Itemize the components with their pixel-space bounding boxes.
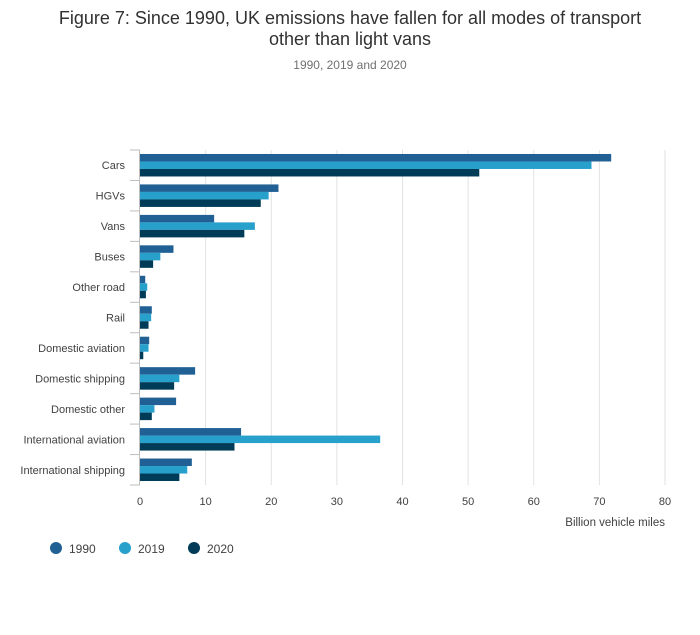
gridlines: [205, 150, 666, 485]
bar-domestic-aviation-1990: [140, 336, 150, 345]
y-tick-label-domestic-other: Domestic other: [51, 404, 125, 416]
bar-domestic-aviation-2020: [140, 351, 144, 360]
bar-cars-1990: [140, 153, 612, 162]
axes: 0 10 20 30 40 50 60 70 80 Cars HGVs Vans Buses Other …: [20, 149, 671, 529]
y-tick-label-hgvs: HGVs: [96, 191, 126, 203]
bar-buses-1990: [140, 245, 174, 253]
x-tick-label-30: 30: [331, 496, 343, 508]
y-tick-label-international-aviation: International aviation: [23, 434, 125, 446]
x-tick-label-70: 70: [593, 496, 605, 508]
bar-rail-2020: [140, 321, 149, 329]
y-tick-label-domestic-aviation: Domestic aviation: [38, 343, 125, 355]
bar-domestic-other-1990: [140, 397, 177, 406]
y-tick-label-cars: Cars: [102, 160, 126, 172]
bar-rail-2019: [140, 313, 152, 322]
legend: 1990 2019 2020: [50, 542, 234, 556]
bar-international-aviation-2020: [140, 443, 235, 451]
bar-rail-1990: [140, 306, 152, 314]
bar-other-road-1990: [140, 275, 146, 284]
x-tick-label-0: 0: [137, 496, 143, 508]
bar-international-shipping-1990: [140, 458, 192, 467]
x-tick-label-40: 40: [396, 496, 408, 508]
legend-marker-2019: [119, 542, 131, 554]
bar-buses-2020: [140, 260, 154, 268]
x-tick-label-20: 20: [265, 496, 277, 508]
y-tick-label-international-shipping: International shipping: [20, 465, 125, 477]
bar-buses-2019: [140, 252, 161, 261]
bar-domestic-aviation-2019: [140, 344, 149, 352]
legend-label-2019: 2019: [138, 542, 165, 556]
y-tick-label-other-road: Other road: [72, 282, 125, 294]
bar-international-shipping-2020: [140, 473, 180, 482]
legend-marker-1990: [50, 542, 62, 554]
legend-marker-2020: [188, 542, 200, 554]
bar-other-road-2019: [140, 283, 148, 291]
bar-domestic-shipping-1990: [140, 367, 196, 375]
bar-vans-1990: [140, 214, 215, 223]
bar-hgvs-2019: [140, 191, 269, 200]
bar-domestic-other-2020: [140, 412, 152, 421]
y-tick-label-rail: Rail: [106, 313, 125, 325]
bar-hgvs-2020: [140, 199, 261, 207]
bar-domestic-shipping-2019: [140, 374, 180, 383]
y-tick-label-buses: Buses: [94, 252, 125, 264]
x-tick-label-60: 60: [528, 496, 540, 508]
bar-international-aviation-1990: [140, 428, 242, 436]
y-tick-label-vans: Vans: [101, 221, 126, 233]
bar-cars-2019: [140, 161, 592, 169]
bar-international-shipping-2019: [140, 466, 188, 474]
x-tick-label-10: 10: [200, 496, 212, 508]
bar-cars-2020: [140, 168, 480, 177]
bar-domestic-other-2019: [140, 405, 155, 413]
legend-label-1990: 1990: [69, 542, 96, 556]
chart-title: Figure 7: Since 1990, UK emissions have …: [0, 8, 700, 50]
bars: [140, 153, 612, 482]
bar-hgvs-1990: [140, 184, 279, 192]
bar-other-road-2020: [140, 290, 146, 299]
chart-title-line-2: other than light vans: [268, 29, 432, 49]
x-axis-title: Billion vehicle miles: [565, 517, 665, 529]
bar-vans-2019: [140, 222, 255, 230]
chart-title-line-1: Figure 7: Since 1990, UK emissions have …: [58, 8, 642, 28]
x-tick-label-50: 50: [462, 496, 474, 508]
bar-domestic-shipping-2020: [140, 382, 175, 390]
x-tick-label-80: 80: [659, 496, 671, 508]
bar-international-aviation-2019: [140, 435, 381, 444]
legend-label-2020: 2020: [207, 542, 234, 556]
chart-subtitle: 1990, 2019 and 2020: [293, 58, 407, 72]
bar-vans-2020: [140, 229, 245, 238]
y-tick-label-domestic-shipping: Domestic shipping: [35, 373, 125, 385]
